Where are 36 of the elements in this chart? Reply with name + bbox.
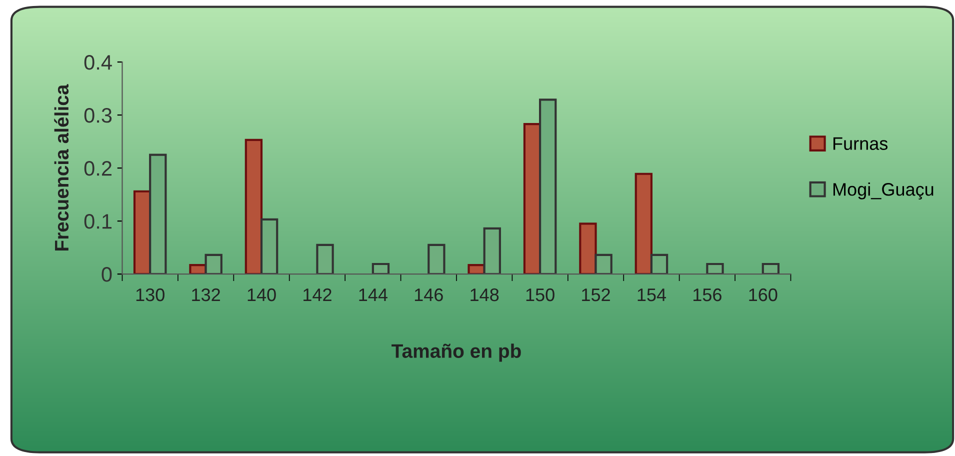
x-tick-label: 130 [136,288,164,302]
bar [539,98,557,274]
bar [204,254,222,274]
y-tick-label: 0.2 [84,161,112,176]
y-tick-label: 0 [102,267,112,282]
x-tick-label: 156 [693,288,722,302]
bar [762,262,780,274]
legend-label: Furnas [833,137,888,150]
bar [372,262,390,274]
bar [650,254,668,274]
bar [316,244,334,274]
x-tick-label: 160 [749,288,778,302]
bar [483,227,501,274]
bar [260,218,278,274]
bar [428,244,446,274]
x-tick-label: 148 [470,288,499,302]
y-tick-label: 0.3 [84,108,112,123]
x-tick-label: 152 [582,288,610,302]
x-tick-label: 140 [248,288,276,302]
x-tick-label: 154 [638,288,666,302]
bar [634,172,653,274]
x-tick-label: 146 [414,288,443,302]
x-tick-label: 142 [304,288,332,302]
y-tick-label: 0.4 [84,55,112,70]
bar [149,154,167,274]
y-axis-title: Frecuencia alélica [54,84,69,250]
bar [594,254,612,274]
x-tick-label: 132 [192,288,220,302]
bar [579,222,597,274]
x-axis-title: Tamaño en pb [392,344,521,362]
bar [244,138,263,274]
x-tick-label: 144 [359,288,388,302]
legend-label: Mogi_Guaçu [833,182,934,200]
x-tick-label: 150 [526,288,554,302]
y-tick-label: 0.1 [84,214,112,229]
bar [706,262,724,274]
